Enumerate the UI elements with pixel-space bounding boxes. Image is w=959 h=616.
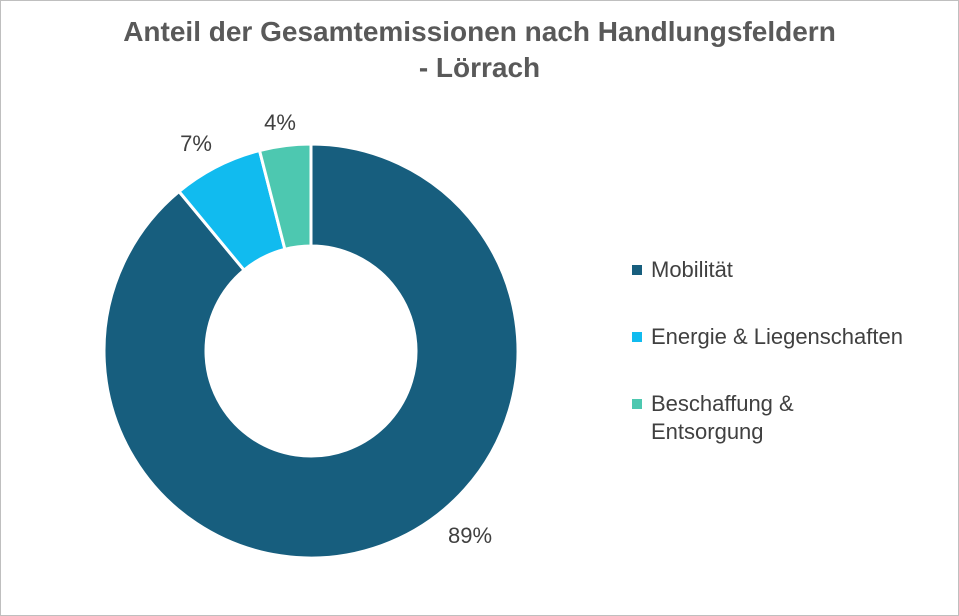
data-label-beschaffung-entsorgung: 4% <box>264 110 296 135</box>
legend-item-mobilitaet: Mobilität <box>632 256 952 284</box>
chart-title: Anteil der Gesamtemissionen nach Handlun… <box>0 14 959 86</box>
slice-mobilitaet <box>102 142 520 560</box>
data-label-energie-liegenschaften: 7% <box>180 131 212 156</box>
legend-swatch-energie-liegenschaften <box>632 332 642 342</box>
legend: Mobilität Energie & Liegenschaften Besch… <box>632 256 952 485</box>
chart-title-line-2: - Lörrach <box>418 52 541 83</box>
legend-item-energie-liegenschaften: Energie & Liegenschaften <box>632 323 952 351</box>
legend-label-beschaffung-entsorgung: Beschaffung & Entsorgung <box>651 391 794 444</box>
slice-beschaffung-entsorgung <box>258 142 313 251</box>
donut-slices <box>102 142 520 560</box>
data-labels: 89% 7% 4% <box>180 110 492 548</box>
data-label-mobilitaet: 89% <box>448 523 492 548</box>
legend-label-energie-liegenschaften: Energie & Liegenschaften <box>651 324 903 349</box>
chart-title-line-1: Anteil der Gesamtemissionen nach Handlun… <box>123 16 836 47</box>
legend-swatch-beschaffung-entsorgung <box>632 399 642 409</box>
legend-swatch-mobilitaet <box>632 265 642 275</box>
legend-item-beschaffung-entsorgung: Beschaffung & Entsorgung <box>632 390 826 446</box>
legend-label-mobilitaet: Mobilität <box>651 257 733 282</box>
